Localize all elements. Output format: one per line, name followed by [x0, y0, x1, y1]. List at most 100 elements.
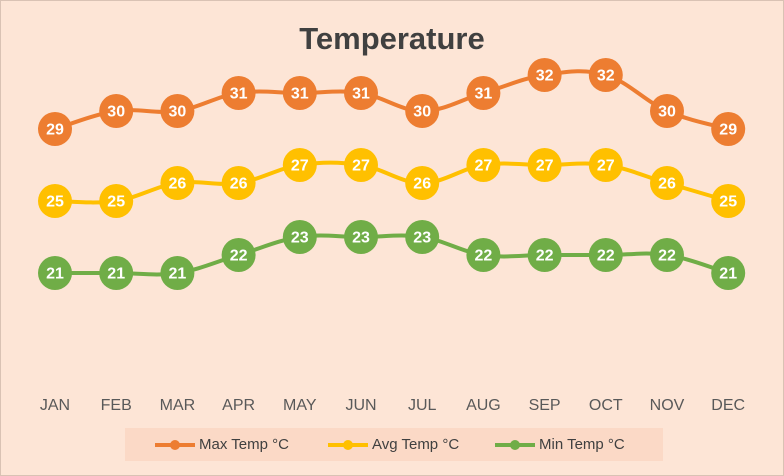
data-point-max — [405, 94, 440, 128]
data-point-max — [38, 112, 72, 146]
data-point-max — [466, 76, 501, 110]
data-point-avg — [99, 184, 134, 218]
x-tick-label: FEB — [101, 397, 132, 414]
data-label-avg: 26 — [230, 176, 248, 193]
data-label-avg: 26 — [658, 176, 676, 193]
data-label-min: 22 — [597, 248, 615, 265]
data-point-min — [221, 238, 256, 272]
data-label-avg: 26 — [413, 176, 431, 193]
data-label-max: 31 — [291, 86, 309, 103]
data-label-avg: 27 — [536, 158, 554, 175]
data-label-max: 31 — [230, 86, 248, 103]
x-tick-label: OCT — [589, 397, 623, 414]
data-label-avg: 25 — [719, 194, 737, 211]
data-label-avg: 27 — [475, 158, 493, 175]
x-tick-label: NOV — [650, 397, 685, 414]
data-point-min — [344, 220, 378, 254]
legend-marker-icon — [155, 439, 195, 450]
data-label-avg: 27 — [291, 158, 309, 175]
data-label-max: 30 — [169, 104, 187, 121]
data-label-min: 21 — [719, 266, 737, 283]
data-point-avg — [466, 148, 501, 182]
data-point-min — [711, 256, 746, 290]
legend: Max Temp °C Avg Temp °C Min Temp °C — [125, 428, 663, 461]
data-point-max — [160, 94, 195, 128]
data-label-avg: 25 — [46, 194, 64, 211]
x-tick-label: JUN — [345, 397, 376, 414]
legend-label: Min Temp °C — [539, 436, 625, 453]
data-point-avg — [344, 148, 378, 182]
data-point-min — [160, 256, 195, 290]
data-point-min — [99, 256, 134, 290]
legend-label: Max Temp °C — [199, 436, 289, 453]
data-label-min: 21 — [46, 266, 64, 283]
data-label-max: 31 — [352, 86, 370, 103]
data-label-min: 22 — [536, 248, 554, 265]
data-label-min: 23 — [352, 230, 370, 247]
data-point-max — [588, 58, 623, 92]
series-line-min — [53, 233, 731, 277]
legend-item-max: Max Temp °C — [155, 428, 289, 461]
data-point-avg — [527, 148, 562, 182]
data-label-min: 22 — [230, 248, 248, 265]
data-point-min — [650, 238, 684, 272]
data-point-max — [99, 94, 134, 128]
legend-label: Avg Temp °C — [372, 436, 460, 453]
chart-title: Temperature — [299, 21, 485, 56]
x-tick-label: JUL — [408, 397, 437, 414]
legend-item-min: Min Temp °C — [495, 428, 625, 461]
x-tick-label: SEP — [529, 397, 561, 414]
data-point-avg — [38, 184, 72, 218]
data-point-min — [466, 238, 501, 272]
data-label-max: 30 — [413, 104, 431, 121]
data-label-avg: 27 — [597, 158, 615, 175]
data-label-avg: 25 — [107, 194, 125, 211]
data-label-max: 31 — [475, 86, 493, 103]
data-label-avg: 26 — [169, 176, 187, 193]
series-line-max — [53, 69, 731, 131]
data-label-min: 22 — [475, 248, 493, 265]
data-point-max — [527, 58, 562, 92]
data-point-avg — [650, 166, 684, 200]
data-point-min — [588, 238, 623, 272]
data-label-max: 29 — [719, 122, 737, 139]
data-point-max — [711, 112, 746, 146]
data-label-min: 21 — [169, 266, 187, 283]
x-tick-label: APR — [222, 397, 255, 414]
data-point-avg — [221, 166, 256, 200]
data-point-max — [221, 76, 256, 110]
data-point-min — [405, 220, 440, 254]
data-label-min: 22 — [658, 248, 676, 265]
data-point-avg — [588, 148, 623, 182]
x-tick-label: AUG — [466, 397, 501, 414]
data-label-max: 32 — [536, 68, 554, 85]
series-line-avg — [53, 160, 731, 205]
data-point-max — [650, 94, 684, 128]
data-point-avg — [160, 166, 195, 200]
x-tick-label: JAN — [40, 397, 70, 414]
data-point-avg — [282, 148, 317, 182]
data-label-min: 23 — [291, 230, 309, 247]
data-point-avg — [405, 166, 440, 200]
legend-item-avg: Avg Temp °C — [328, 428, 459, 461]
x-tick-label: DEC — [711, 397, 745, 414]
legend-dot — [343, 439, 353, 450]
data-label-avg: 27 — [352, 158, 370, 175]
data-point-avg — [711, 184, 746, 218]
x-tick-label: MAY — [283, 397, 317, 414]
data-label-max: 30 — [658, 104, 676, 121]
data-point-max — [344, 76, 378, 110]
data-point-min — [38, 256, 72, 290]
data-point-min — [282, 220, 317, 254]
data-point-min — [527, 238, 562, 272]
data-label-min: 21 — [107, 266, 125, 283]
data-label-max: 30 — [107, 104, 125, 121]
data-point-max — [282, 76, 317, 110]
legend-dot — [170, 439, 180, 450]
data-label-max: 29 — [46, 122, 64, 139]
legend-marker-icon — [328, 439, 368, 450]
data-label-max: 32 — [597, 68, 615, 85]
legend-dot — [510, 439, 520, 450]
